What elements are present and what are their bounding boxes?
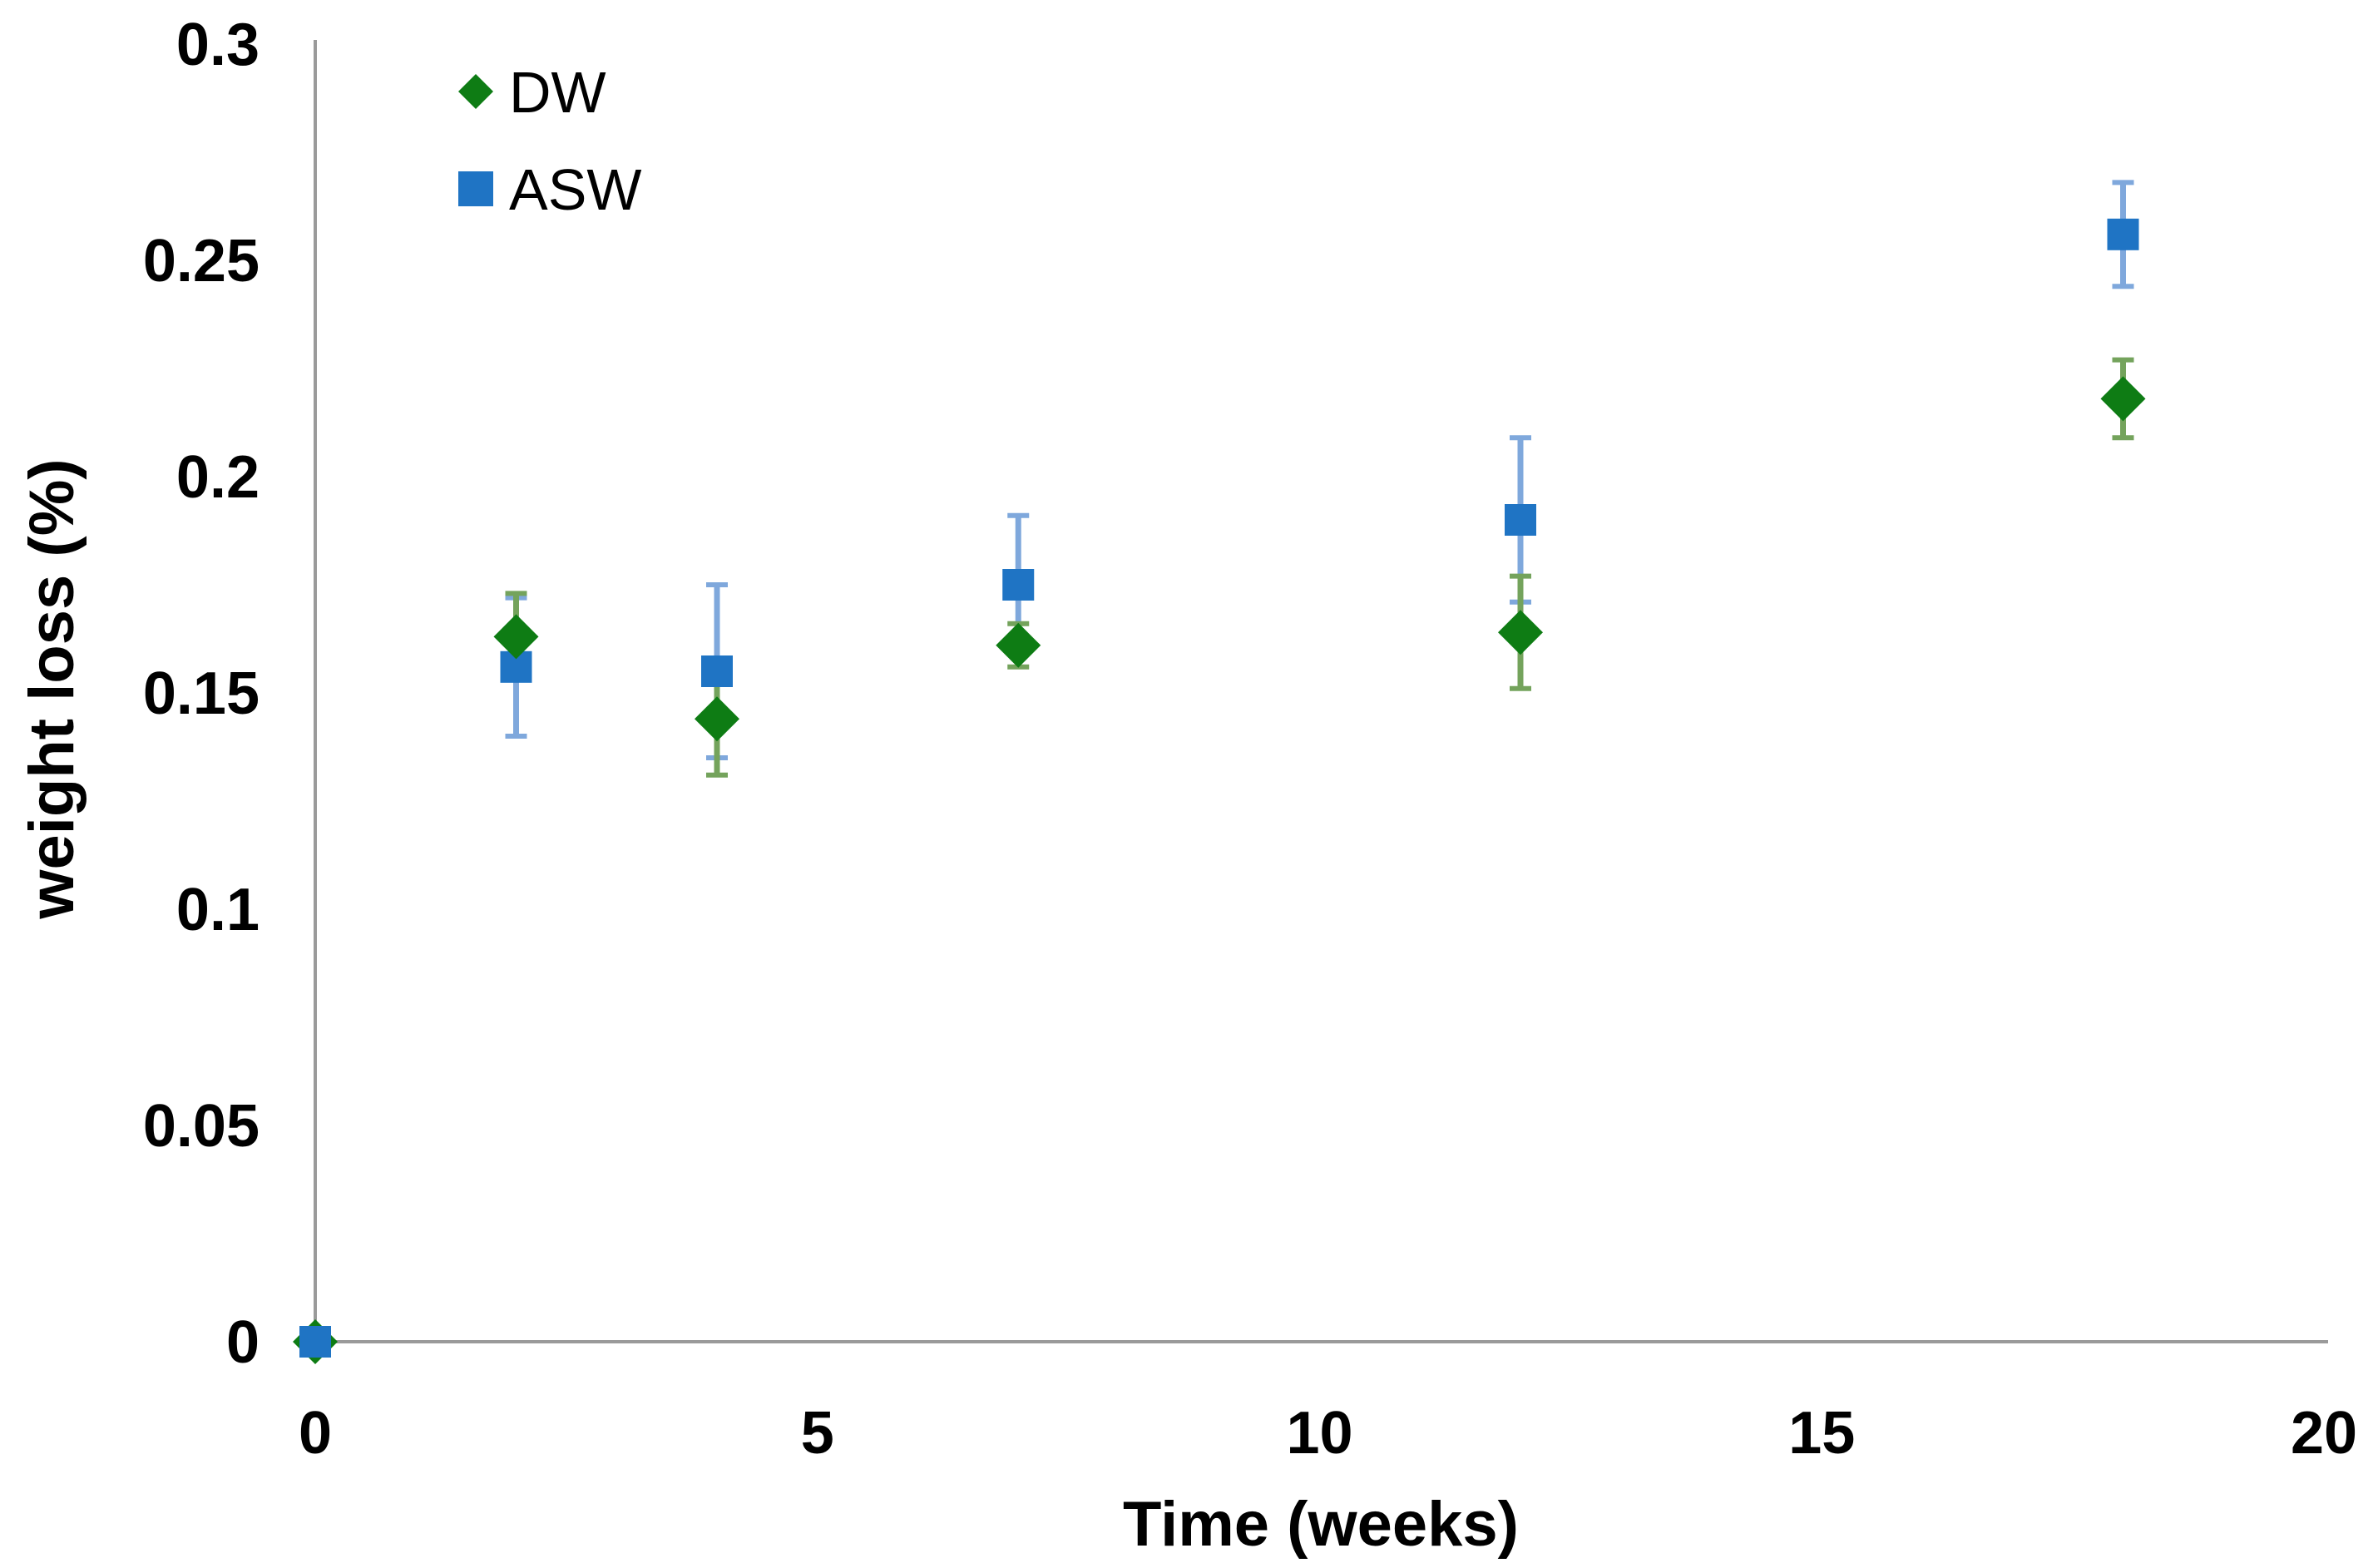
y-tick-label: 0.2 [176, 444, 260, 511]
legend-marker-dw [458, 74, 493, 109]
legend-marker-asw [458, 171, 493, 206]
y-tick-label: 0.05 [143, 1093, 260, 1160]
legend-label-dw: DW [509, 60, 606, 125]
data-point-dw [996, 622, 1041, 668]
data-point-asw [299, 1326, 331, 1358]
x-axis-title: Time (weeks) [1123, 1489, 1519, 1560]
data-point-asw [1002, 569, 1035, 601]
x-tick-label: 20 [2291, 1400, 2357, 1467]
y-axis-title: weight loss (%) [17, 458, 87, 919]
y-tick-label: 0.25 [143, 228, 260, 294]
data-point-dw [493, 614, 539, 660]
data-point-asw [701, 655, 733, 687]
data-point-dw [2100, 376, 2146, 422]
x-tick-label: 5 [801, 1400, 834, 1467]
data-point-dw [695, 696, 739, 742]
x-tick-label: 10 [1286, 1400, 1352, 1467]
y-tick-label: 0.3 [176, 12, 260, 78]
data-point-asw [2107, 218, 2139, 250]
x-tick-label: 0 [299, 1400, 332, 1467]
y-tick-label: 0.1 [176, 877, 260, 943]
x-tick-label: 15 [1788, 1400, 1855, 1467]
data-point-dw [1498, 610, 1543, 655]
y-tick-label: 0.15 [143, 660, 260, 727]
legend-label-asw: ASW [509, 157, 641, 222]
y-tick-label: 0 [226, 1309, 260, 1376]
data-point-asw [1505, 504, 1536, 536]
